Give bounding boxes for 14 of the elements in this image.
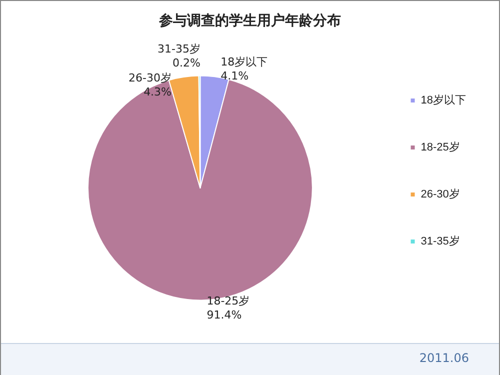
legend-label: 18岁以下 bbox=[420, 94, 466, 106]
data-label: 91.4% bbox=[206, 308, 242, 322]
chart-title: 参与调查的学生用户年龄分布 bbox=[158, 12, 341, 29]
slice-label: 31-35岁 bbox=[157, 42, 200, 56]
legend-label: 18-25岁 bbox=[420, 142, 460, 154]
slice-label: 26-30岁 bbox=[128, 72, 172, 85]
legend-label: 26-30岁 bbox=[420, 188, 460, 200]
data-label: 4.3% bbox=[144, 86, 172, 99]
slice-label: 18-25岁 bbox=[206, 294, 250, 308]
data-label: 4.1% bbox=[220, 69, 249, 82]
text: 2011.06 bbox=[419, 351, 469, 365]
legend-label: 31-35岁 bbox=[420, 236, 460, 248]
data-label: 0.2% bbox=[172, 56, 200, 70]
slice-label: 18岁以下 bbox=[220, 55, 268, 68]
